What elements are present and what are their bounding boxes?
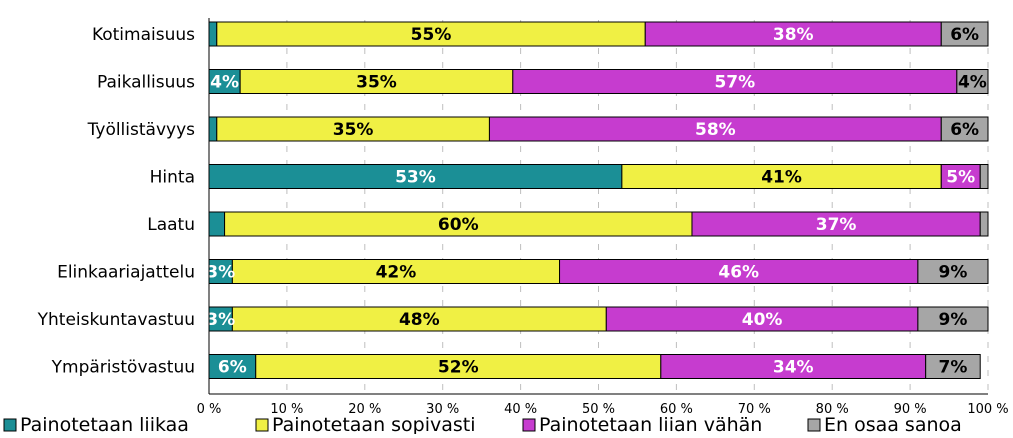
data-label: 55% bbox=[411, 25, 452, 45]
data-label: 57% bbox=[714, 73, 755, 93]
legend-label: En osaa sanoa bbox=[824, 414, 962, 434]
bar-segment bbox=[208, 164, 623, 189]
bar-segment bbox=[208, 354, 257, 379]
legend-swatch bbox=[522, 418, 536, 432]
data-label: 3% bbox=[206, 310, 235, 330]
bar-segment bbox=[660, 354, 927, 379]
bar-segment bbox=[208, 116, 218, 142]
bar-segment bbox=[940, 164, 981, 189]
category-label: Paikallisuus bbox=[97, 73, 195, 93]
x-tick-label: 70 % bbox=[738, 402, 771, 417]
bar-segment bbox=[621, 164, 942, 189]
data-label: 42% bbox=[376, 263, 417, 283]
legend-label: Painotetaan liikaa bbox=[20, 414, 189, 434]
x-tick-label: 30 % bbox=[426, 402, 459, 417]
category-label: Elinkaariajattelu bbox=[57, 263, 195, 283]
data-label: 6% bbox=[950, 25, 979, 45]
category-label: Kotimaisuus bbox=[92, 25, 195, 45]
data-label: 46% bbox=[718, 263, 759, 283]
data-label: 38% bbox=[773, 25, 814, 45]
x-tick-label: 90 % bbox=[894, 402, 927, 417]
bar-segment bbox=[605, 306, 919, 332]
bar-segment bbox=[940, 116, 989, 142]
x-tick-label: 100 % bbox=[967, 402, 1008, 417]
data-label: 4% bbox=[210, 73, 239, 93]
x-tick-label: 60 % bbox=[660, 402, 693, 417]
data-label: 7% bbox=[939, 358, 968, 378]
data-label: 4% bbox=[958, 73, 987, 93]
bar-segment bbox=[231, 259, 561, 284]
category-label: Työllistävyys bbox=[87, 120, 195, 140]
data-label: 53% bbox=[395, 168, 436, 188]
data-label: 37% bbox=[816, 215, 857, 235]
bar-segment bbox=[691, 211, 981, 237]
bar-segment bbox=[925, 354, 981, 379]
bar-segment bbox=[979, 164, 989, 189]
data-labels: 55% 38% 6% 4% 35% 57% 4% 35% 58% 6% 53% 41% 5% 60% 37%… bbox=[206, 25, 987, 378]
data-label: 9% bbox=[939, 263, 968, 283]
bar-segment bbox=[255, 354, 662, 379]
axes: Kotimaisuus Paikallisuus Työllistävyys Hint… bbox=[37, 18, 1009, 417]
x-tick-label: 40 % bbox=[504, 402, 537, 417]
x-tick-label: 50 % bbox=[582, 402, 615, 417]
bar-segment bbox=[940, 21, 989, 47]
bar-segment bbox=[917, 306, 989, 332]
bar-segment bbox=[956, 69, 989, 94]
data-label: 34% bbox=[773, 358, 814, 378]
category-label: Hinta bbox=[150, 168, 195, 188]
bar-segment bbox=[224, 211, 693, 237]
data-label: 3% bbox=[206, 263, 235, 283]
category-label: Yhteiskuntavastuu bbox=[37, 310, 195, 330]
x-tick-label: 20 % bbox=[348, 402, 381, 417]
grid-lines bbox=[286, 20, 989, 394]
legend-swatch bbox=[255, 418, 269, 432]
legend-swatch bbox=[807, 418, 821, 432]
data-label: 52% bbox=[438, 358, 479, 378]
data-label: 41% bbox=[761, 168, 802, 188]
legend-label: Painotetaan liian vähän bbox=[539, 414, 762, 434]
bar-segment bbox=[917, 259, 989, 284]
bar-segment bbox=[231, 306, 607, 332]
data-label: 6% bbox=[218, 358, 247, 378]
data-label: 60% bbox=[438, 215, 479, 235]
x-tick-label: 80 % bbox=[816, 402, 849, 417]
x-tick-label: 0 % bbox=[197, 402, 222, 417]
data-label: 9% bbox=[939, 310, 968, 330]
legend-label: Painotetaan sopivasti bbox=[272, 414, 476, 434]
bar-segment bbox=[979, 211, 989, 237]
data-label: 40% bbox=[742, 310, 783, 330]
data-label: 58% bbox=[695, 120, 736, 140]
bar-segment bbox=[208, 21, 218, 47]
category-label: Laatu bbox=[147, 215, 195, 235]
legend-swatch bbox=[3, 418, 17, 432]
bar-segments bbox=[208, 21, 989, 379]
bar-segment bbox=[559, 259, 919, 284]
category-label: Ympäristövastuu bbox=[51, 358, 195, 378]
data-label: 6% bbox=[950, 120, 979, 140]
legend: Painotetaan liikaa Painotetaan sopivasti P… bbox=[3, 414, 962, 436]
bar-segment bbox=[644, 21, 942, 47]
data-label: 5% bbox=[946, 168, 975, 188]
x-tick-label: 10 % bbox=[270, 402, 303, 417]
data-label: 35% bbox=[356, 73, 397, 93]
data-label: 48% bbox=[399, 310, 440, 330]
data-label: 35% bbox=[333, 120, 374, 140]
bar-segment bbox=[239, 69, 514, 94]
bar-segment bbox=[216, 116, 490, 142]
bar-segment bbox=[512, 69, 958, 94]
bar-segment bbox=[208, 211, 226, 237]
